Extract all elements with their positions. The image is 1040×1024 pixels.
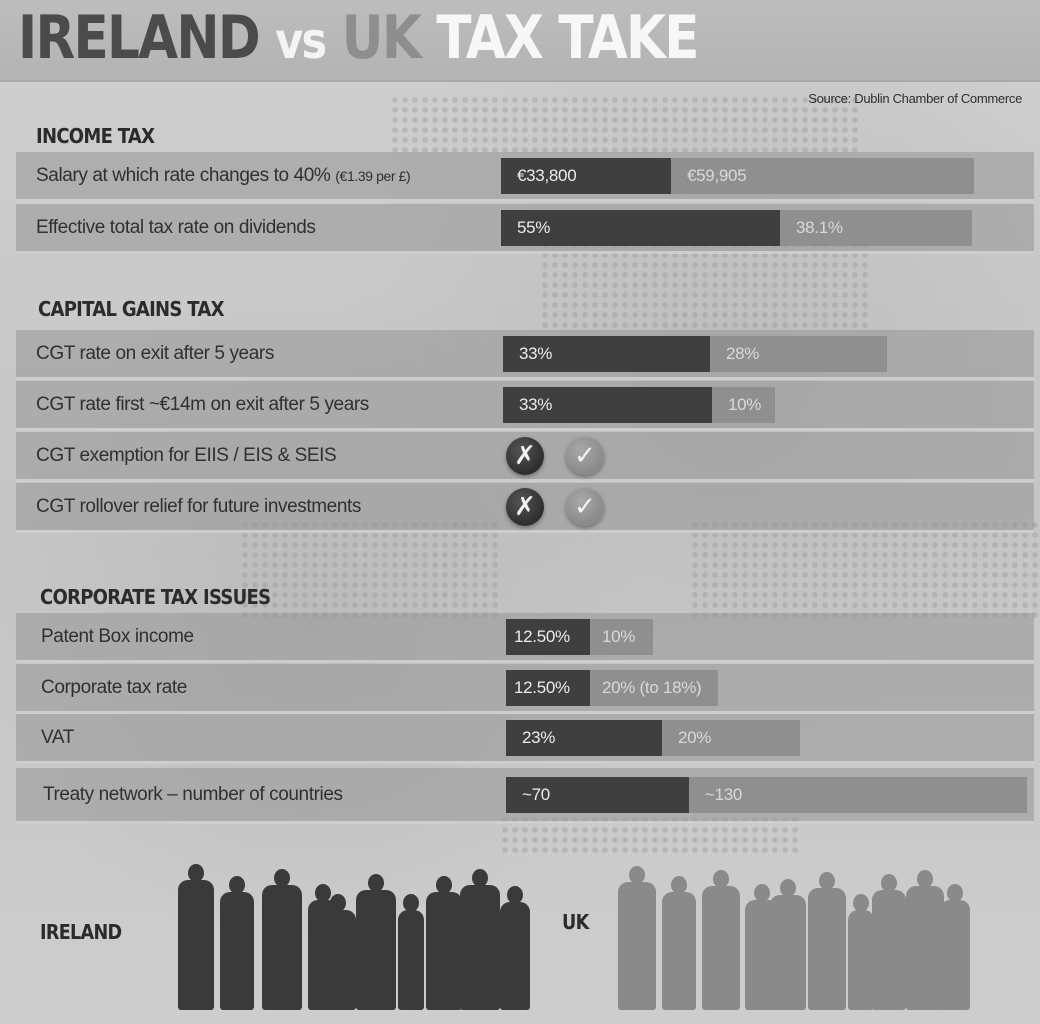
section-title-income-tax: INCOME TAX: [36, 124, 155, 148]
halftone-map-pattern: [240, 520, 500, 620]
table-row: CGT rollover relief for future investmen…: [16, 483, 1034, 533]
section-title-capital-gains-tax: CAPITAL GAINS TAX: [38, 297, 224, 321]
row-label: CGT rollover relief for future investmen…: [36, 495, 361, 517]
row-label: Patent Box income: [41, 625, 194, 647]
bar-ireland: €33,800: [501, 157, 671, 194]
bar-ireland: 55%: [501, 209, 780, 246]
cross-icon: ✗: [506, 487, 544, 526]
table-row: CGT rate first ~€14m on exit after 5 yea…: [16, 381, 1034, 431]
bar-ireland: 33%: [503, 386, 712, 423]
bar-ireland: 33%: [503, 335, 710, 372]
bar-uk: 20%: [662, 719, 800, 756]
bar-uk: 10%: [712, 386, 775, 423]
table-row: Treaty network – number of countries ~70…: [16, 768, 1034, 824]
title-tax-take: TAX TAKE: [436, 3, 699, 73]
bar-ireland: ~70: [506, 776, 689, 813]
row-label-text: Salary at which rate changes to 40%: [36, 164, 331, 186]
bar-uk: €59,905: [671, 157, 974, 194]
ireland-people-silhouettes: [170, 860, 530, 1010]
table-row: Patent Box income 12.50% 10%: [16, 613, 1034, 663]
page-title: IRELAND vs UK TAX TAKE: [18, 0, 700, 79]
check-icon: ✓: [566, 436, 604, 475]
row-label: Corporate tax rate: [41, 676, 187, 698]
table-row: CGT exemption for EIIS / EIS & SEIS ✗ ✓: [16, 432, 1034, 482]
halftone-map-pattern: [540, 240, 870, 330]
bar-uk: 38.1%: [780, 209, 972, 246]
table-row: Corporate tax rate 12.50% 20% (to 18%): [16, 664, 1034, 714]
bar-ireland: 12.50%: [506, 618, 590, 655]
section-title-corporate-tax-issues: CORPORATE TAX ISSUES: [40, 585, 271, 609]
bar-ireland: 23%: [506, 719, 662, 756]
row-label: CGT exemption for EIIS / EIS & SEIS: [36, 444, 337, 466]
halftone-map-pattern: [390, 95, 860, 155]
row-label: CGT rate first ~€14m on exit after 5 yea…: [36, 393, 369, 415]
row-label: Effective total tax rate on dividends: [36, 216, 316, 238]
bar-uk: 20% (to 18%): [590, 669, 718, 706]
title-ireland: IRELAND: [18, 3, 261, 73]
row-label: Salary at which rate changes to 40% (€1.…: [36, 164, 411, 187]
bar-uk: 28%: [710, 335, 887, 372]
row-label-note: (€1.39 per £): [335, 167, 411, 184]
legend-uk-label: UK: [562, 910, 589, 934]
row-label: Treaty network – number of countries: [43, 783, 343, 805]
row-label: CGT rate on exit after 5 years: [36, 342, 274, 364]
table-row: CGT rate on exit after 5 years 33% 28%: [16, 330, 1034, 380]
bar-uk: ~130: [689, 776, 1027, 813]
halftone-map-pattern: [690, 520, 1040, 620]
row-label: VAT: [41, 726, 74, 748]
table-row: VAT 23% 20%: [16, 714, 1034, 764]
table-row: Salary at which rate changes to 40% (€1.…: [16, 152, 1034, 202]
source-credit: Source: Dublin Chamber of Commerce: [808, 91, 1022, 106]
title-band: IRELAND vs UK TAX TAKE: [0, 0, 1040, 82]
title-uk: UK: [341, 3, 422, 73]
legend-ireland-label: IRELAND: [40, 920, 122, 944]
check-icon: ✓: [566, 487, 604, 526]
bar-uk: 10%: [590, 618, 653, 655]
cross-icon: ✗: [506, 436, 544, 475]
title-vs: vs: [275, 12, 327, 70]
table-row: Effective total tax rate on dividends 55…: [16, 204, 1034, 254]
uk-people-silhouettes: [610, 860, 970, 1010]
bar-ireland: 12.50%: [506, 669, 590, 706]
